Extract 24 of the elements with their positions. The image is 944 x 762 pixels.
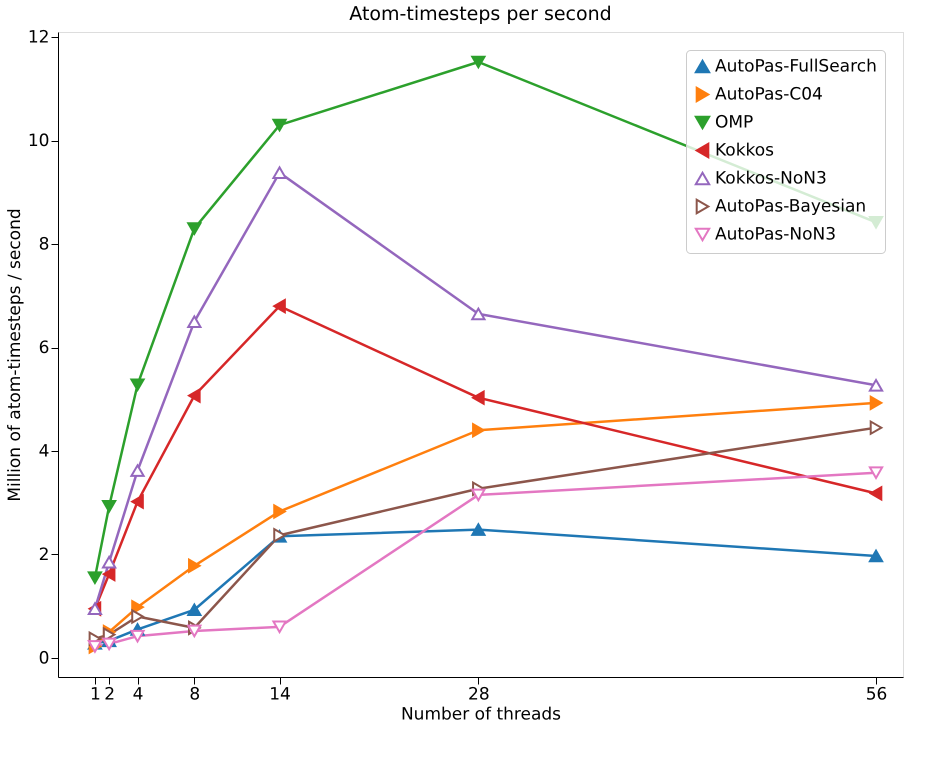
legend-label: AutoPas-NoN3	[715, 224, 836, 244]
y-tick-label: 0	[38, 648, 50, 668]
legend-label: AutoPas-C04	[715, 84, 823, 104]
legend-label: OMP	[715, 112, 754, 132]
x-tick-label: 4	[132, 684, 144, 704]
legend-label: AutoPas-FullSearch	[715, 56, 877, 76]
legend-label: Kokkos-NoN3	[715, 168, 827, 188]
y-tick-label: 2	[38, 544, 50, 565]
x-tick-label: 14	[269, 684, 291, 704]
x-tick-label: 8	[189, 684, 200, 704]
x-axis-title: Number of threads	[400, 704, 562, 724]
legend-label: Kokkos	[715, 140, 774, 160]
y-axis-title: Million of atom-timesteps / second	[4, 208, 25, 502]
y-tick-label: 12	[28, 28, 50, 48]
legend-label: AutoPas-Bayesian	[715, 196, 866, 216]
chart-title: Atom-timesteps per second	[349, 3, 612, 26]
y-tick-label: 4	[38, 441, 50, 462]
x-tick-label: 28	[468, 684, 490, 704]
x-tick-label: 56	[866, 684, 888, 704]
y-tick-label: 10	[28, 131, 50, 152]
y-tick-label: 6	[38, 338, 50, 358]
x-tick-label: 2	[104, 684, 116, 704]
x-tick-label: 1	[90, 684, 101, 704]
y-tick-label: 8	[38, 234, 50, 255]
